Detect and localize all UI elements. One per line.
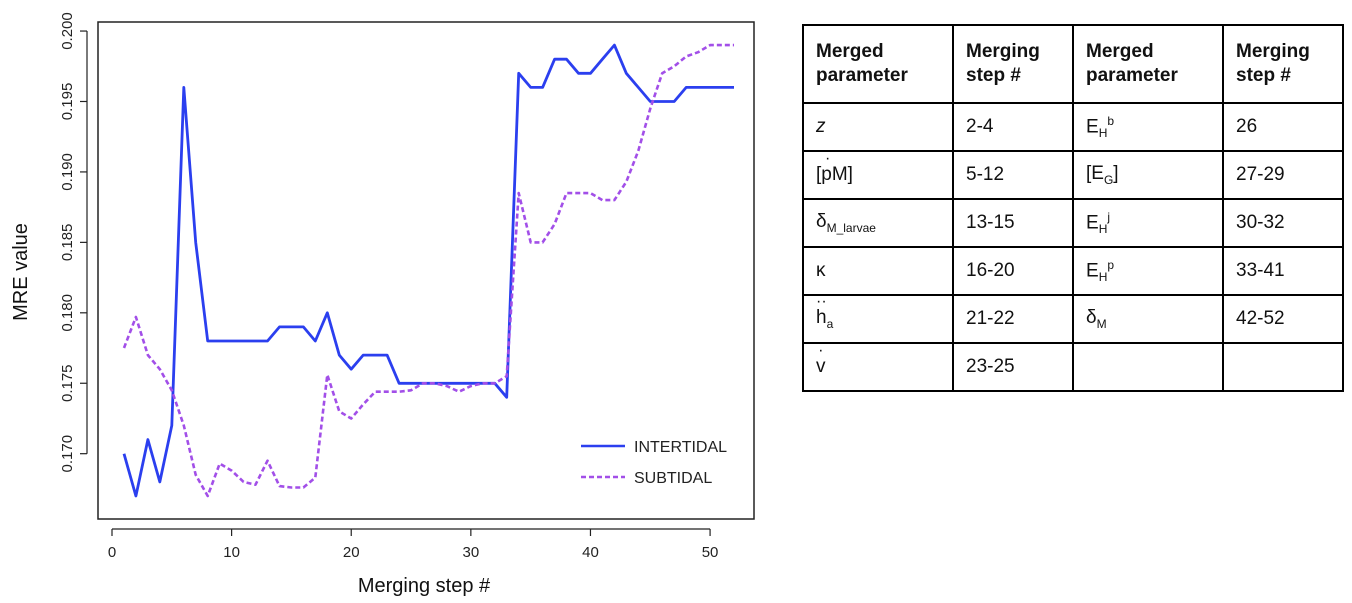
- header-merging-step-1: Merging step #: [952, 24, 1074, 104]
- y-tick-label: 0.190: [59, 153, 76, 191]
- table-cell-step: 2-4: [952, 102, 1074, 152]
- y-tick-label: 0.200: [59, 12, 76, 50]
- table-cell-parameter: δM: [1072, 294, 1224, 344]
- x-tick-label: 20: [343, 544, 360, 561]
- table-cell-parameter: EHb: [1072, 102, 1224, 152]
- table-cell-step: 30-32: [1222, 198, 1344, 248]
- series-line-subtidal: [122, 43, 734, 498]
- table-cell-step: 27-29: [1222, 150, 1344, 200]
- table-cell-step: [1222, 342, 1344, 392]
- x-tick-label: 40: [582, 544, 599, 561]
- legend-label: SUBTIDAL: [634, 470, 712, 487]
- x-axis-label: Merging step #: [358, 575, 491, 597]
- table-row: v · 23-25: [802, 342, 1344, 392]
- table-cell-parameter: κ: [802, 246, 954, 296]
- x-tick-label: 30: [463, 544, 480, 561]
- table-cell-step: 13-15: [952, 198, 1074, 248]
- table-cell-step: 16-20: [952, 246, 1074, 296]
- table-cell-step: 5-12: [952, 150, 1074, 200]
- y-tick-label: 0.175: [59, 364, 76, 402]
- mre-line-chart: 0 10 20 30 40 50 0.170 0.175 0.180 0.185 0.190 0.19…: [10, 12, 755, 597]
- y-axis-label: MRE value: [10, 223, 32, 321]
- table-cell-step: 42-52: [1222, 294, 1344, 344]
- y-tick-label: 0.185: [59, 224, 76, 262]
- x-tick-label: 0: [108, 544, 116, 561]
- table-cell-step: 33-41: [1222, 246, 1344, 296]
- y-tick-label: 0.195: [59, 83, 76, 121]
- chart-legend: INTERTIDAL SUBTIDAL: [581, 439, 727, 487]
- table-row: δM_larvae 13-15 EHj 30-32: [802, 198, 1344, 248]
- parameter-table: Merged parameter Merging step # Merged para…: [802, 24, 1344, 392]
- x-tick-label: 50: [702, 544, 719, 561]
- table-cell-parameter: δM_larvae: [802, 198, 954, 248]
- table-header-row: Merged parameter Merging step # Merged para…: [802, 24, 1344, 104]
- header-merged-parameter-1: Merged parameter: [802, 24, 954, 104]
- table-cell-step: 26: [1222, 102, 1344, 152]
- table-cell-parameter: EHp: [1072, 246, 1224, 296]
- table-cell-parameter: z: [802, 102, 954, 152]
- y-tick-label: 0.180: [59, 294, 76, 332]
- plot-frame: [97, 21, 755, 520]
- header-merged-parameter-2: Merged parameter: [1072, 24, 1224, 104]
- table-cell-parameter: [pM] ·: [802, 150, 954, 200]
- table-cell-parameter: h ·· a: [802, 294, 954, 344]
- y-tick-label: 0.170: [59, 435, 76, 473]
- legend-label: INTERTIDAL: [634, 439, 727, 456]
- table-cell-step: 21-22: [952, 294, 1074, 344]
- header-merging-step-2: Merging step #: [1222, 24, 1344, 104]
- table-cell-parameter: EHj: [1072, 198, 1224, 248]
- x-tick-label: 10: [223, 544, 240, 561]
- table-cell-parameter: [1072, 342, 1224, 392]
- table-row: κ 16-20 EHp 33-41: [802, 246, 1344, 296]
- table-row: z 2-4 EHb 26: [802, 102, 1344, 152]
- series-line-intertidal: [122, 43, 734, 498]
- table-row: [pM] · 5-12 [EG] 27-29: [802, 150, 1344, 200]
- table-cell-parameter: [EG]: [1072, 150, 1224, 200]
- table-row: h ·· a 21-22 δM 42-52: [802, 294, 1344, 344]
- table-cell-step: 23-25: [952, 342, 1074, 392]
- table-cell-parameter: v ·: [802, 342, 954, 392]
